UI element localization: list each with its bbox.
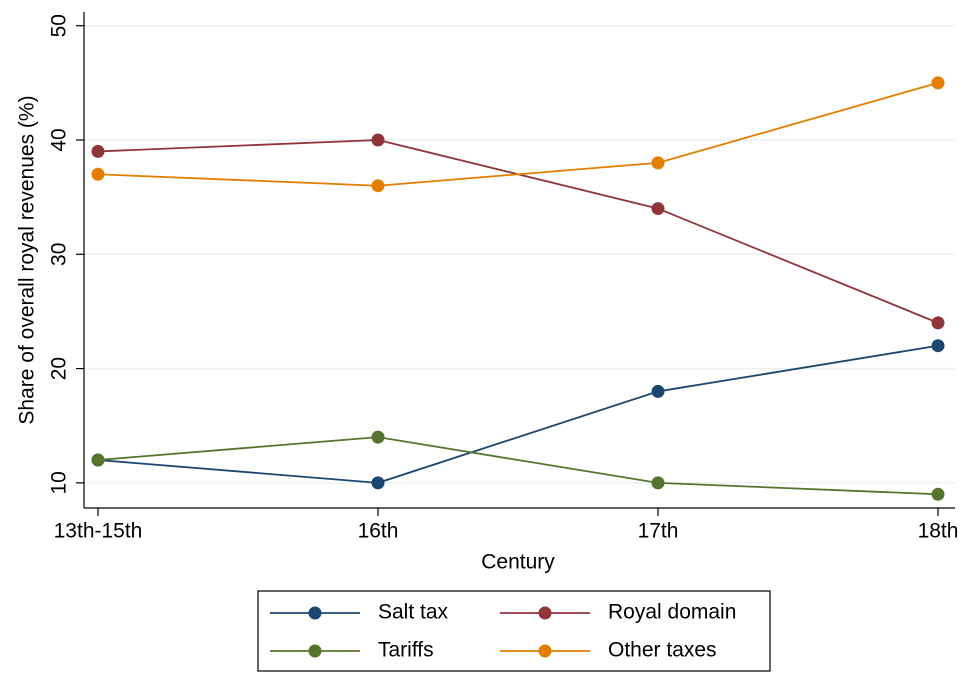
legend-label: Other taxes <box>608 639 717 662</box>
point <box>931 339 945 353</box>
x-tick-label: 16th <box>358 520 399 543</box>
point <box>651 476 665 490</box>
point <box>371 133 385 147</box>
point <box>371 476 385 490</box>
y-tick-label: 40 <box>48 128 71 151</box>
legend-label: Tariffs <box>378 639 434 662</box>
legend-marker <box>308 606 322 620</box>
y-axis-label: Share of overall royal revenues (%) <box>16 95 39 424</box>
y-tick-label: 30 <box>48 243 71 266</box>
point <box>371 430 385 444</box>
series-line <box>97 139 939 324</box>
point <box>91 144 105 158</box>
point <box>91 167 105 181</box>
point <box>931 487 945 501</box>
point <box>931 76 945 90</box>
y-tick-label: 10 <box>48 471 71 494</box>
point <box>91 453 105 467</box>
legend-marker <box>538 644 552 658</box>
legend-label: Royal domain <box>608 601 736 624</box>
y-tick-label: 50 <box>48 14 71 37</box>
point <box>931 316 945 330</box>
x-axis-label: Century <box>481 551 555 574</box>
point <box>651 156 665 170</box>
y-tick-label: 20 <box>48 357 71 380</box>
point <box>371 179 385 193</box>
legend-label: Salt tax <box>378 601 449 624</box>
legend-marker <box>538 606 552 620</box>
legend-marker <box>308 644 322 658</box>
x-tick-label: 18th <box>918 520 959 543</box>
x-tick-label: 17th <box>638 520 679 543</box>
series-line <box>97 81 939 187</box>
point <box>651 384 665 398</box>
series-line <box>97 344 939 484</box>
series-line <box>97 436 939 496</box>
x-tick-label: 13th-15th <box>54 520 143 543</box>
legend-box <box>257 590 771 672</box>
point <box>651 202 665 216</box>
